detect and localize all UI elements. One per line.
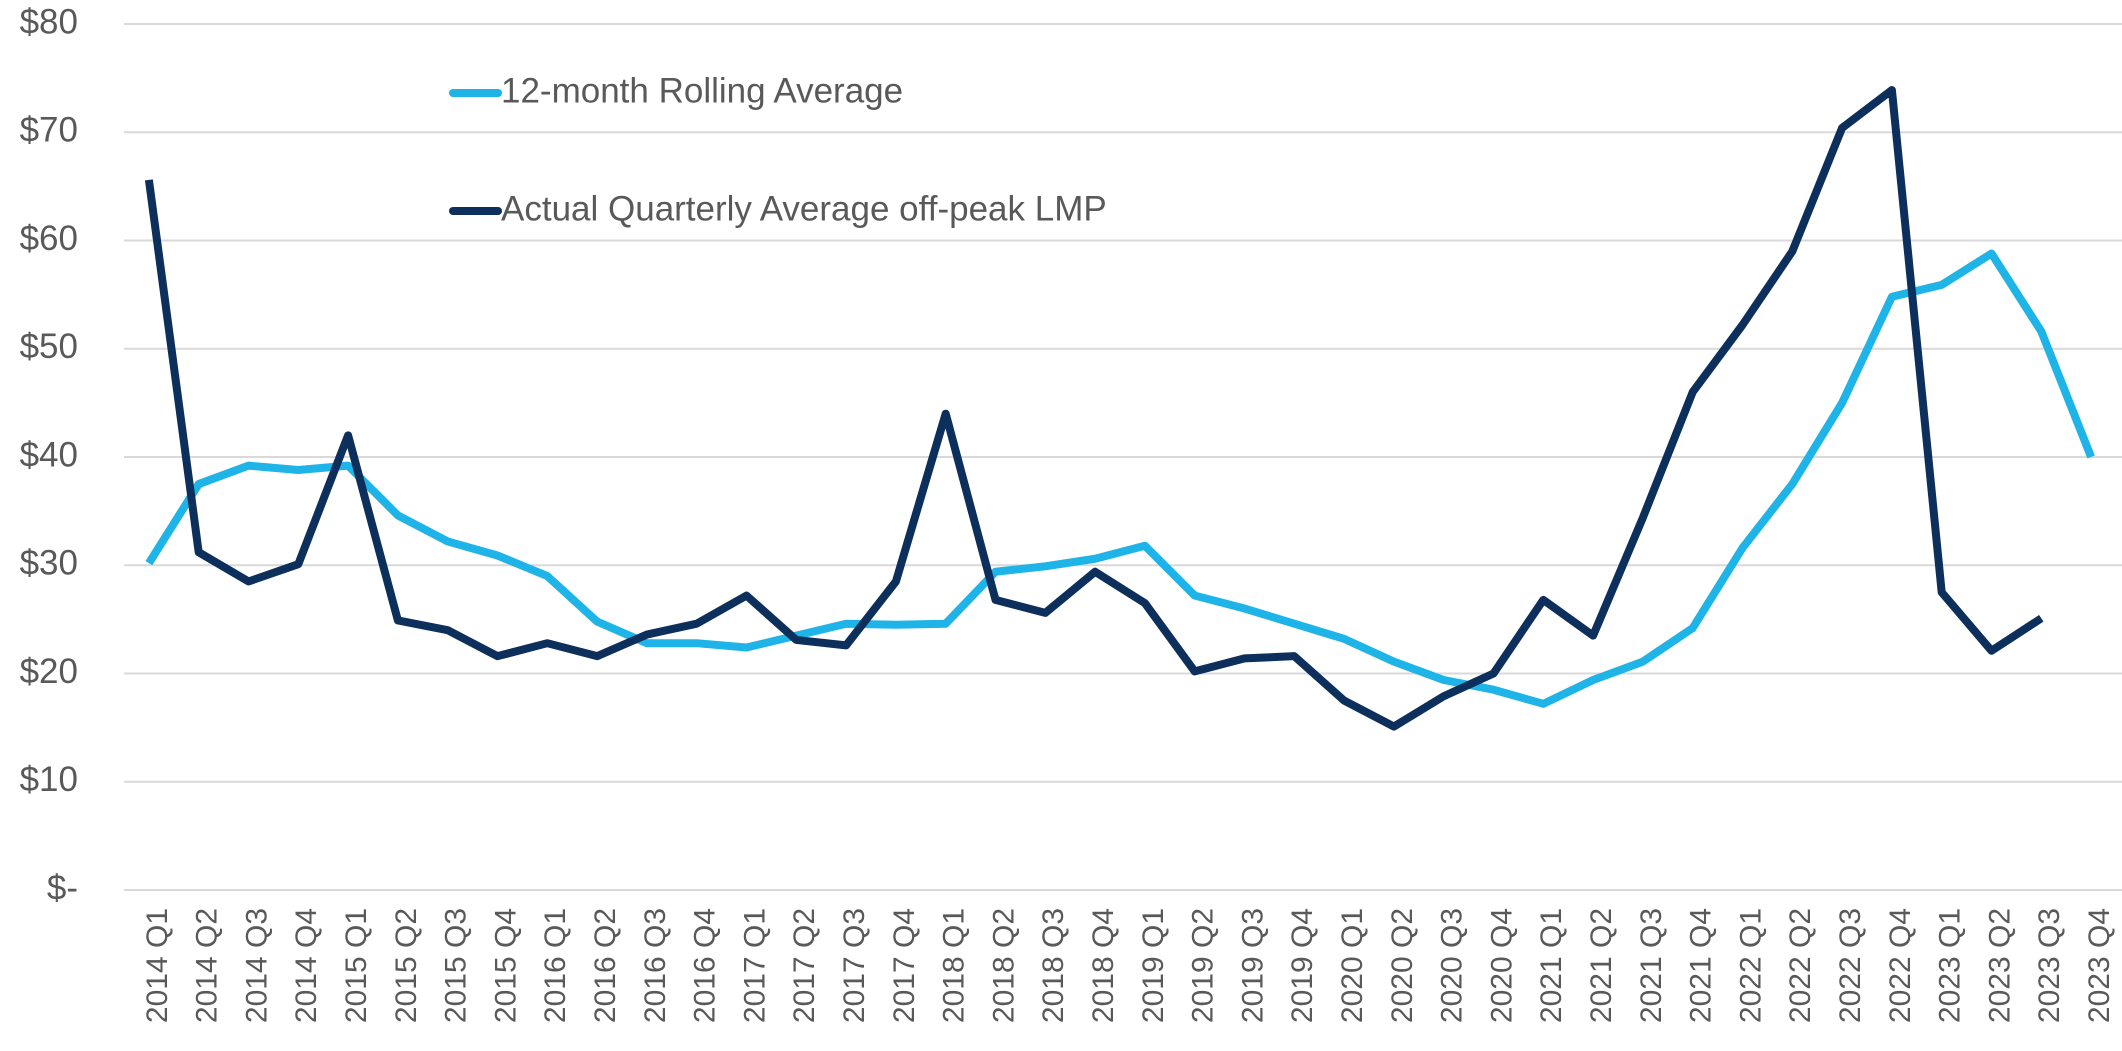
x-tick: 2015 Q4 bbox=[489, 908, 522, 1023]
legend-label: Actual Quarterly Average off-peak LMP bbox=[501, 189, 1107, 228]
y-tick-label: $60 bbox=[20, 219, 78, 258]
x-tick: 2016 Q4 bbox=[689, 908, 722, 1023]
x-tick: 2014 Q4 bbox=[290, 908, 323, 1023]
x-tick-label: 2021 Q2 bbox=[1585, 908, 1618, 1023]
x-tick-label: 2015 Q1 bbox=[340, 908, 373, 1023]
x-tick-label: 2014 Q1 bbox=[141, 908, 174, 1023]
x-tick: 2021 Q1 bbox=[1535, 908, 1568, 1023]
x-tick: 2020 Q2 bbox=[1386, 908, 1419, 1023]
x-tick: 2018 Q2 bbox=[987, 908, 1020, 1023]
x-tick-label: 2016 Q2 bbox=[589, 908, 622, 1023]
x-tick: 2016 Q3 bbox=[639, 908, 672, 1023]
x-tick: 2014 Q2 bbox=[191, 908, 224, 1023]
x-tick: 2020 Q4 bbox=[1485, 908, 1518, 1023]
x-tick-label: 2019 Q1 bbox=[1137, 908, 1170, 1023]
x-tick: 2020 Q3 bbox=[1436, 908, 1469, 1023]
x-tick: 2014 Q1 bbox=[141, 908, 174, 1023]
y-tick-label: $80 bbox=[20, 2, 78, 41]
x-tick-label: 2020 Q2 bbox=[1386, 908, 1419, 1023]
x-tick: 2018 Q3 bbox=[1037, 908, 1070, 1023]
x-tick-label: 2017 Q4 bbox=[888, 908, 921, 1023]
x-tick-label: 2020 Q1 bbox=[1336, 908, 1369, 1023]
y-tick-label: $70 bbox=[20, 111, 78, 150]
y-tick-label: $20 bbox=[20, 652, 78, 691]
x-tick-label: 2020 Q4 bbox=[1485, 908, 1518, 1023]
x-tick-label: 2023 Q4 bbox=[2083, 908, 2116, 1023]
x-tick-label: 2022 Q2 bbox=[1784, 908, 1817, 1023]
x-tick-label: 2023 Q2 bbox=[1983, 908, 2016, 1023]
y-tick-label: $40 bbox=[20, 435, 78, 474]
x-tick-label: 2021 Q1 bbox=[1535, 908, 1568, 1023]
x-tick: 2018 Q1 bbox=[938, 908, 971, 1023]
x-tick: 2023 Q1 bbox=[1934, 908, 1967, 1023]
x-tick-label: 2015 Q3 bbox=[440, 908, 473, 1023]
x-tick: 2022 Q4 bbox=[1884, 908, 1917, 1023]
x-tick-label: 2015 Q4 bbox=[489, 908, 522, 1023]
x-tick: 2019 Q2 bbox=[1187, 908, 1220, 1023]
x-tick: 2019 Q1 bbox=[1137, 908, 1170, 1023]
x-tick-label: 2017 Q3 bbox=[838, 908, 871, 1023]
x-tick-label: 2016 Q1 bbox=[539, 908, 572, 1023]
x-tick-label: 2019 Q3 bbox=[1236, 908, 1269, 1023]
x-tick-label: 2023 Q3 bbox=[2033, 908, 2066, 1023]
x-tick: 2016 Q2 bbox=[589, 908, 622, 1023]
x-tick-label: 2014 Q3 bbox=[240, 908, 273, 1023]
x-tick: 2023 Q2 bbox=[1983, 908, 2016, 1023]
x-tick-label: 2018 Q4 bbox=[1087, 908, 1120, 1023]
x-tick: 2019 Q3 bbox=[1236, 908, 1269, 1023]
y-tick-label: $- bbox=[47, 868, 78, 907]
series-line bbox=[145, 249, 2095, 708]
x-tick: 2018 Q4 bbox=[1087, 908, 1120, 1023]
legend-label: 12-month Rolling Average bbox=[501, 71, 903, 110]
x-tick: 2021 Q2 bbox=[1585, 908, 1618, 1023]
x-tick-label: 2019 Q4 bbox=[1286, 908, 1319, 1023]
x-tick-label: 2018 Q3 bbox=[1037, 908, 1070, 1023]
x-tick: 2019 Q4 bbox=[1286, 908, 1319, 1023]
x-tick: 2015 Q1 bbox=[340, 908, 373, 1023]
x-tick: 2017 Q1 bbox=[738, 908, 771, 1023]
x-tick: 2022 Q2 bbox=[1784, 908, 1817, 1023]
x-tick-label: 2021 Q3 bbox=[1635, 908, 1668, 1023]
x-tick: 2023 Q4 bbox=[2083, 908, 2116, 1023]
x-tick: 2022 Q3 bbox=[1834, 908, 1867, 1023]
x-tick-label: 2017 Q2 bbox=[788, 908, 821, 1023]
x-tick: 2016 Q1 bbox=[539, 908, 572, 1023]
x-tick: 2021 Q4 bbox=[1685, 908, 1718, 1023]
x-tick-label: 2016 Q4 bbox=[689, 908, 722, 1023]
y-tick-label: $10 bbox=[20, 760, 78, 799]
x-tick-label: 2017 Q1 bbox=[738, 908, 771, 1023]
x-tick-label: 2018 Q1 bbox=[938, 908, 971, 1023]
x-tick-label: 2021 Q4 bbox=[1685, 908, 1718, 1023]
x-tick-label: 2023 Q1 bbox=[1934, 908, 1967, 1023]
x-tick: 2017 Q2 bbox=[788, 908, 821, 1023]
x-tick-label: 2018 Q2 bbox=[987, 908, 1020, 1023]
x-tick: 2023 Q3 bbox=[2033, 908, 2066, 1023]
x-tick: 2021 Q3 bbox=[1635, 908, 1668, 1023]
x-tick: 2020 Q1 bbox=[1336, 908, 1369, 1023]
y-tick-label: $30 bbox=[20, 544, 78, 583]
x-tick-label: 2020 Q3 bbox=[1436, 908, 1469, 1023]
x-tick-label: 2016 Q3 bbox=[639, 908, 672, 1023]
x-tick: 2015 Q3 bbox=[440, 908, 473, 1023]
x-tick: 2017 Q3 bbox=[838, 908, 871, 1023]
x-tick: 2017 Q4 bbox=[888, 908, 921, 1023]
x-tick-label: 2022 Q3 bbox=[1834, 908, 1867, 1023]
series-line bbox=[144, 86, 2044, 731]
x-tick-label: 2022 Q1 bbox=[1734, 908, 1767, 1023]
x-tick: 2015 Q2 bbox=[390, 908, 423, 1023]
x-tick-label: 2014 Q4 bbox=[290, 908, 323, 1023]
x-tick: 2014 Q3 bbox=[240, 908, 273, 1023]
x-tick-label: 2015 Q2 bbox=[390, 908, 423, 1023]
x-tick: 2022 Q1 bbox=[1734, 908, 1767, 1023]
x-tick-label: 2022 Q4 bbox=[1884, 908, 1917, 1023]
y-tick-label: $50 bbox=[20, 327, 78, 366]
x-tick-label: 2014 Q2 bbox=[191, 908, 224, 1023]
x-tick-label: 2019 Q2 bbox=[1187, 908, 1220, 1023]
